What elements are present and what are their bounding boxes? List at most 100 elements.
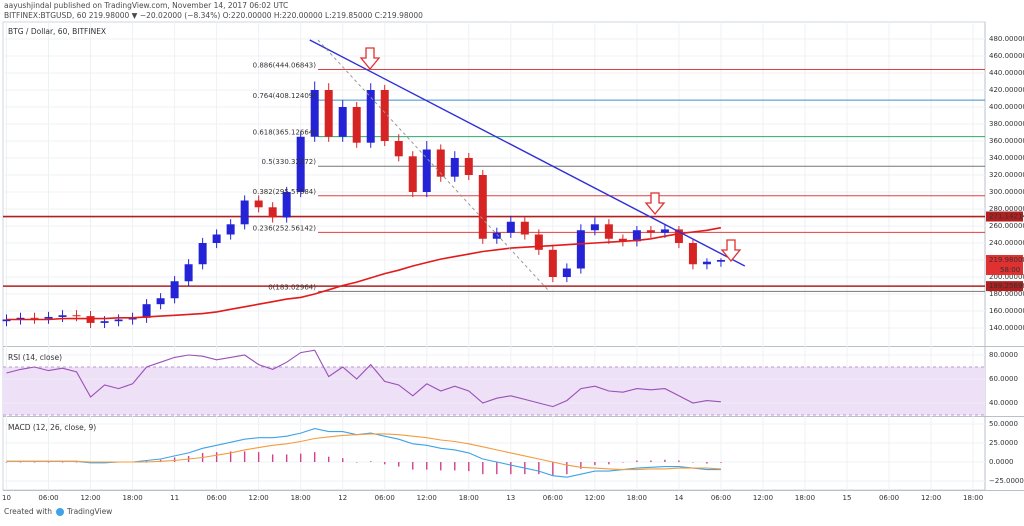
y-tick-label: 280.000000 (989, 205, 1024, 213)
marks (2, 39, 985, 478)
x-tick-label: 18:00 (291, 494, 311, 502)
candle-body (30, 317, 39, 319)
histogram-bar (299, 453, 302, 463)
pane-title: MACD (12, 26, close, 9) (8, 423, 96, 432)
x-tick-label: 12:00 (417, 494, 437, 502)
histogram-bar (650, 460, 652, 463)
arrows (359, 47, 742, 263)
candle-body (646, 230, 655, 233)
candle-body (338, 107, 347, 137)
y-tick-label: 60.0000 (989, 375, 1018, 383)
x-tick-label: 06:00 (711, 494, 731, 502)
last-price-label: 219.98000 (989, 256, 1024, 264)
x-tick-label: 12:00 (921, 494, 941, 502)
histogram-bar (327, 456, 330, 463)
y-tick-label: 300.000000 (989, 188, 1024, 196)
y-tick-label: 320.000000 (989, 171, 1024, 179)
histogram-bar (173, 457, 176, 463)
histogram-bar (370, 461, 372, 463)
candle-body (520, 221, 529, 235)
histogram-bar (440, 462, 442, 471)
x-tick-label: 18:00 (627, 494, 647, 502)
candle-body (352, 107, 361, 143)
y-tick-label: 160.000000 (989, 307, 1024, 315)
candle-body (506, 221, 515, 233)
candle-body (450, 158, 459, 177)
publisher: aayushjindal published on TradingView.co… (4, 1, 288, 10)
fib-label: 0.886(444.06843) (253, 62, 317, 70)
candle-body (478, 175, 487, 239)
candle-body (464, 158, 473, 175)
candle-body (408, 156, 417, 192)
histogram-bar (706, 462, 708, 464)
x-tick-label: 18:00 (459, 494, 479, 502)
y-tick-label: 480.000000 (989, 35, 1024, 43)
y-tick-label: −25.0000 (989, 477, 1024, 485)
y-tick-label: 180.000000 (989, 290, 1024, 298)
histogram-bar (566, 462, 568, 475)
candle-body (254, 200, 263, 208)
candle-body (296, 136, 305, 192)
candle-body (716, 260, 725, 262)
fib-label: 0(183.02964) (268, 283, 316, 291)
histogram-bar (594, 462, 596, 466)
x-tick-label: 10 (2, 494, 11, 502)
candle-body (576, 230, 585, 269)
x-tick-label: 13 (506, 494, 515, 502)
x-tick-label: 06:00 (879, 494, 899, 502)
histogram-bar (580, 462, 582, 469)
indicator-line (6, 433, 721, 471)
histogram-bar (215, 452, 218, 463)
candle-body (2, 319, 11, 322)
candle-body (394, 141, 403, 157)
histogram-bar (342, 458, 344, 463)
brand-logo (56, 508, 64, 516)
x-tick-label: 12:00 (80, 494, 100, 502)
histogram-bar (145, 460, 148, 463)
fib-label: 0.5(330.32272) (262, 158, 317, 166)
candle-body (702, 261, 711, 265)
y-tick-label: 0.0000 (989, 458, 1014, 466)
x-tick-label: 18:00 (122, 494, 142, 502)
histogram-bar (271, 454, 274, 463)
histogram-bar (426, 462, 428, 470)
histogram-bar (636, 460, 638, 463)
countdown: 58:00 (1000, 266, 1020, 274)
candle-body (114, 319, 123, 322)
rsi-band (3, 366, 985, 415)
histogram-bar (608, 462, 610, 465)
last-price-box (986, 255, 1023, 276)
level-box (986, 281, 1023, 292)
histogram-bar (720, 462, 722, 463)
candle-body (226, 224, 235, 235)
candle-body (548, 249, 557, 277)
trend-line (309, 39, 746, 267)
candle-body (380, 90, 389, 141)
candle-body (660, 229, 669, 233)
moving-average (6, 226, 722, 321)
candle-body (688, 243, 697, 265)
y-tick-label: 360.000000 (989, 137, 1024, 145)
histogram-bar (496, 462, 498, 475)
candle-body (534, 234, 543, 250)
candle-body (282, 192, 291, 218)
y-tick-label: 440.000000 (989, 69, 1024, 77)
x-tick-label: 18:00 (795, 494, 815, 502)
candle-body (324, 90, 333, 137)
histogram-bar (61, 462, 64, 463)
y-tick-label: 420.000000 (989, 86, 1024, 94)
level-label: 189.25698 (989, 282, 1024, 290)
histogram-bar (356, 462, 358, 463)
indicator-line (6, 349, 721, 408)
histogram-bar (552, 462, 554, 476)
candle-body (170, 281, 179, 299)
y-tick-label: 50.0000 (989, 420, 1018, 428)
candle-body (44, 316, 53, 319)
candle-body (16, 317, 25, 320)
y-tick-label: 460.000000 (989, 52, 1024, 60)
histogram-bar (468, 462, 470, 472)
fib-label: 0.764(408.12409) (253, 92, 317, 100)
fib-label: 0.618(365.12664) (253, 129, 317, 137)
candle-body (422, 149, 431, 192)
